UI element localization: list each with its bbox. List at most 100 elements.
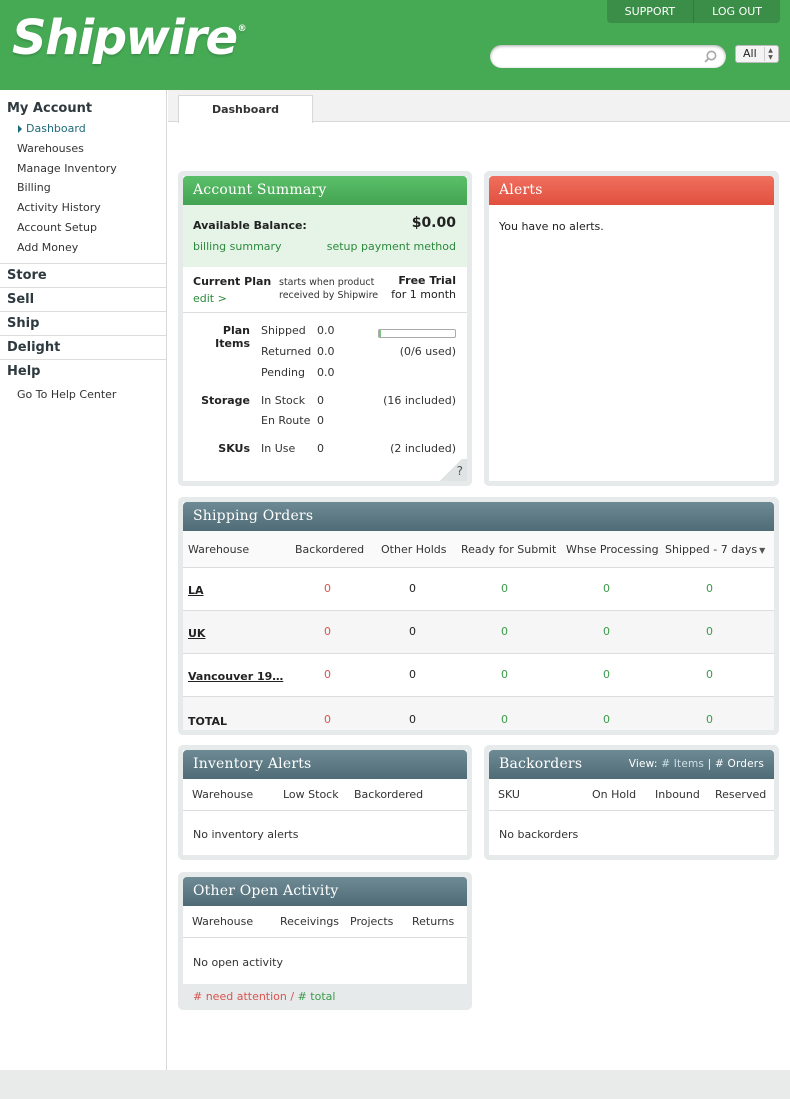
my-account-group: My Account Dashboard Warehouses Manage I… [0, 97, 166, 264]
col-whse-processing[interactable]: Whse Processing [566, 543, 659, 556]
warehouse-link[interactable]: UK [188, 627, 206, 640]
select-arrows-icon: ▲ ▼ [764, 47, 776, 61]
sidebar-heading-sell[interactable]: Sell [0, 288, 166, 312]
account-summary-panel: Account Summary Available Balance: $0.00… [178, 171, 472, 486]
warehouse-link[interactable]: LA [188, 584, 204, 597]
tab-bar: Dashboard [168, 90, 790, 123]
activity-legend: # need attention / # total [183, 984, 467, 1005]
plan-usage-meter-fill [379, 330, 381, 337]
sort-down-icon: ▼ [759, 546, 766, 555]
shipping-orders-body: Shipping Orders Warehouse Backordered Ot… [183, 502, 774, 730]
cell-processing: 0 [603, 582, 610, 595]
inventory-alerts-header: Warehouse Low Stock Backordered [183, 779, 467, 811]
current-plan-label: Current Plan [193, 275, 272, 288]
help-icon[interactable]: ? [435, 459, 467, 481]
shipwire-logo[interactable]: Shipwire® [12, 10, 246, 66]
cell-other-holds: 0 [409, 625, 416, 638]
edit-plan-link[interactable]: edit > [193, 292, 227, 305]
plan-items-label: Plan Items [215, 324, 250, 350]
account-summary-body: Account Summary Available Balance: $0.00… [183, 176, 467, 481]
sidebar-heading-my-account[interactable]: My Account [7, 101, 93, 116]
other-activity-title: Other Open Activity [183, 877, 467, 906]
cell-backordered: 0 [324, 582, 331, 595]
col-reserved[interactable]: Reserved [715, 788, 767, 801]
col-on-hold[interactable]: On Hold [592, 788, 637, 801]
table-row: TOTAL 0 0 0 0 0 [183, 697, 774, 730]
search-icon[interactable] [704, 50, 717, 63]
billing-summary-link[interactable]: billing summary [193, 240, 282, 253]
col-receivings[interactable]: Receivings [280, 915, 340, 928]
skus-label: SKUs [218, 442, 250, 455]
support-link[interactable]: SUPPORT [624, 5, 676, 18]
search-scope-select[interactable]: All ▲ ▼ [735, 45, 779, 63]
sidebar-item-warehouses[interactable]: Warehouses [17, 141, 84, 155]
search-input[interactable] [500, 45, 700, 68]
sidebar-item-activity-history[interactable]: Activity History [17, 201, 101, 215]
view-items-link[interactable]: # Items [661, 758, 705, 770]
inventory-alerts-empty: No inventory alerts [193, 828, 299, 841]
cell-processing: 0 [603, 625, 610, 638]
col-low-stock[interactable]: Low Stock [283, 788, 339, 801]
sidebar-item-add-money[interactable]: Add Money [17, 240, 79, 254]
other-activity-header: Warehouse Receivings Projects Returns [183, 906, 467, 938]
logout-link[interactable]: LOG OUT [712, 5, 762, 18]
view-orders-link[interactable]: # Orders [714, 758, 764, 770]
col-inbound[interactable]: Inbound [655, 788, 700, 801]
cell-shipped: 0 [706, 668, 713, 681]
shipping-orders-title: Shipping Orders [183, 502, 774, 531]
cell-shipped: 0 [706, 625, 713, 638]
plan-usage: Plan Items Shipped 0.0 Returned 0.0 (0/6… [183, 313, 467, 481]
cell-other-holds: 0 [409, 582, 416, 595]
sidebar-item-account-setup[interactable]: Account Setup [17, 220, 97, 234]
cell-processing: 0 [603, 713, 610, 726]
cell-backordered: 0 [324, 668, 331, 681]
returned-value: 0.0 [317, 345, 335, 358]
col-warehouse[interactable]: Warehouse [192, 788, 254, 801]
table-row: Vancouver 19… 0 0 0 0 0 [183, 654, 774, 697]
warehouse-link[interactable]: Vancouver 19… [188, 670, 284, 683]
en-route-value: 0 [317, 414, 324, 427]
sidebar-item-dashboard[interactable]: Dashboard [0, 119, 166, 139]
balance-label: Available Balance: [193, 219, 307, 232]
col-other-holds[interactable]: Other Holds [381, 543, 447, 556]
sidebar-heading-delight[interactable]: Delight [0, 336, 166, 360]
col-warehouse[interactable]: Warehouse [188, 543, 250, 556]
backorders-view-toggle: View: # Items | # Orders [629, 750, 764, 779]
shipping-orders-panel: Shipping Orders Warehouse Backordered Ot… [178, 497, 779, 735]
legend-need-attention: # need attention / [193, 990, 295, 1003]
shipped-value: 0.0 [317, 324, 335, 337]
backorders-header-bar: Backorders View: # Items | # Orders [489, 750, 774, 779]
sidebar-heading-help[interactable]: Help [7, 363, 41, 379]
tab-dashboard[interactable]: Dashboard [178, 95, 313, 123]
col-projects[interactable]: Projects [350, 915, 394, 928]
col-warehouse[interactable]: Warehouse [192, 915, 254, 928]
sidebar-heading-store[interactable]: Store [0, 264, 166, 288]
sidebar-item-help-center[interactable]: Go To Help Center [17, 387, 117, 401]
sidebar-item-billing[interactable]: Billing [17, 181, 51, 195]
balance-amount: $0.00 [411, 215, 456, 231]
alerts-title: Alerts [489, 176, 774, 205]
sidebar-item-manage-inventory[interactable]: Manage Inventory [17, 161, 117, 175]
setup-payment-link[interactable]: setup payment method [326, 240, 456, 253]
cell-ready: 0 [501, 668, 508, 681]
inventory-alerts-panel: Inventory Alerts Warehouse Low Stock Bac… [178, 745, 472, 860]
col-backordered[interactable]: Backordered [295, 543, 365, 556]
sidebar-heading-ship[interactable]: Ship [0, 312, 166, 336]
col-returns[interactable]: Returns [412, 915, 455, 928]
pending-label: Pending [261, 366, 305, 379]
balance-section: Available Balance: $0.00 billing summary… [183, 205, 467, 267]
cell-ready: 0 [501, 713, 508, 726]
other-activity-panel: Other Open Activity Warehouse Receivings… [178, 872, 472, 1010]
en-route-label: En Route [261, 414, 311, 427]
col-backordered[interactable]: Backordered [354, 788, 424, 801]
header: Shipwire® SUPPORT LOG OUT All ▲ ▼ [0, 0, 790, 90]
cell-ready: 0 [501, 625, 508, 638]
help-group: Go To Help Center [0, 384, 166, 405]
col-sku[interactable]: SKU [498, 788, 520, 801]
col-ready-for-submit[interactable]: Ready for Submit [461, 543, 557, 556]
col-shipped-7-days[interactable]: Shipped - 7 days ▼ [665, 543, 766, 556]
other-activity-body: Other Open Activity Warehouse Receivings… [183, 877, 467, 1005]
in-use-value: 0 [317, 442, 324, 455]
cell-backordered: 0 [324, 713, 331, 726]
cell-shipped: 0 [706, 713, 713, 726]
